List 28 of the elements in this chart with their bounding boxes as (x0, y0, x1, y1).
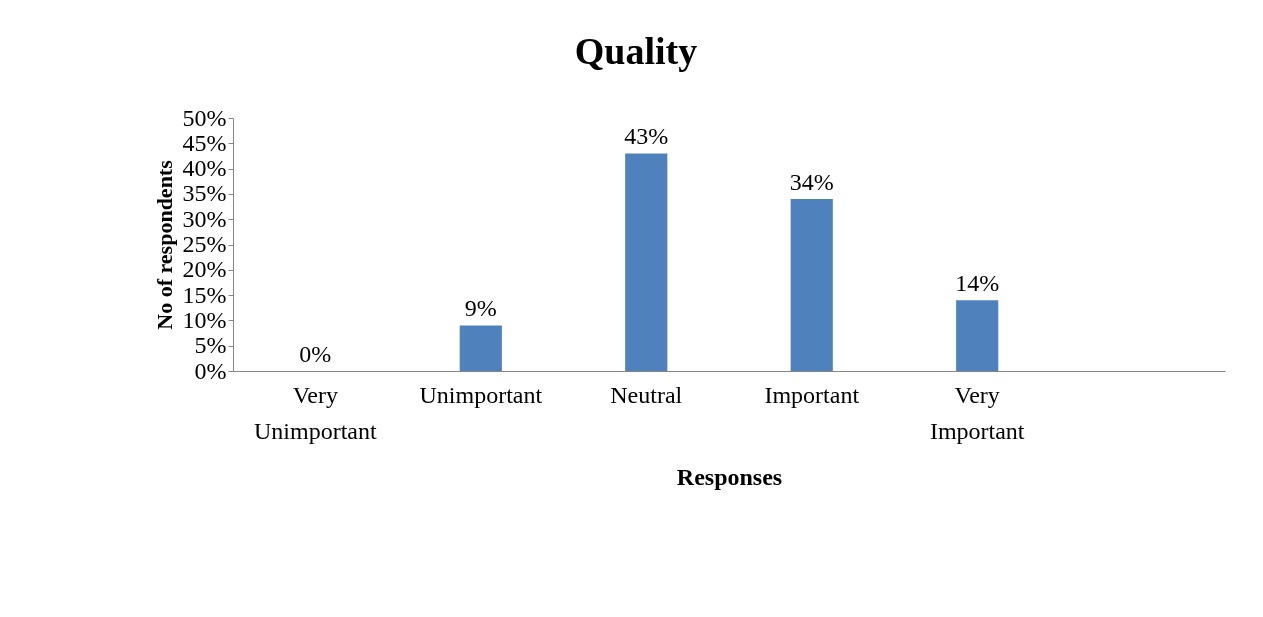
y-tick-label: 30% (182, 205, 227, 232)
x-tick-label: Very Important (929, 381, 1025, 444)
x-tick-label: Very Unimportant (253, 381, 377, 444)
y-tick-label: 50% (182, 104, 227, 131)
y-tick-label: 25% (182, 231, 227, 257)
x-tick-label: Neutral (610, 381, 683, 408)
y-tick-label: 5% (194, 332, 227, 359)
x-axis-title: Responses (676, 463, 783, 490)
x-tick-label: Important (764, 381, 860, 408)
data-label: 34% (789, 168, 834, 195)
x-tick-label: Unimportant (419, 381, 543, 408)
y-tick-label: 20% (182, 256, 227, 283)
y-tick-label: 40% (182, 155, 227, 182)
bar (459, 325, 502, 371)
chart-title: Quality (574, 30, 698, 72)
y-tick-label: 10% (182, 306, 227, 333)
data-label: 14% (955, 270, 1000, 297)
bar (956, 300, 999, 371)
data-label: 0% (299, 341, 332, 367)
y-tick-label: 45% (182, 129, 227, 156)
y-tick-label: 0% (194, 357, 227, 384)
data-label: 9% (464, 295, 497, 322)
y-tick-label: 35% (182, 180, 227, 207)
bar (625, 153, 668, 371)
y-tick-label: 15% (182, 281, 227, 308)
y-axis-title: No of respondents (151, 159, 177, 330)
bar (790, 198, 833, 371)
data-label: 43% (624, 123, 669, 150)
